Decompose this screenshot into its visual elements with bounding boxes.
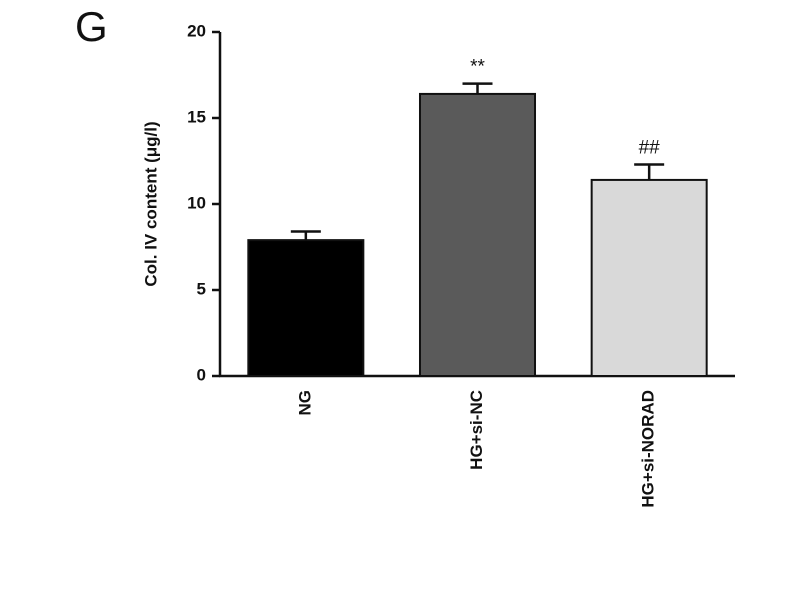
- panel-label: G: [75, 3, 108, 50]
- significance-label: **: [470, 57, 485, 78]
- error-bar: [290, 230, 321, 241]
- significance-label: ##: [639, 137, 661, 158]
- y-tick-label: 20: [187, 21, 206, 40]
- y-axis-label: Col. IV content (μg/l): [141, 121, 160, 286]
- y-tick-label: 15: [187, 107, 206, 126]
- x-tick-label: NG: [295, 390, 314, 416]
- bar: [590, 178, 708, 377]
- error-bar: [634, 163, 665, 180]
- error-bar: [462, 82, 493, 94]
- bar: [418, 92, 537, 377]
- x-tick-label: HG+si-NC: [467, 390, 486, 470]
- y-tick-label: 10: [187, 193, 206, 212]
- x-tick-label: HG+si-NORAD: [639, 390, 658, 508]
- y-tick-label: 0: [197, 365, 206, 384]
- bar: [247, 239, 365, 377]
- y-tick-label: 5: [197, 279, 206, 298]
